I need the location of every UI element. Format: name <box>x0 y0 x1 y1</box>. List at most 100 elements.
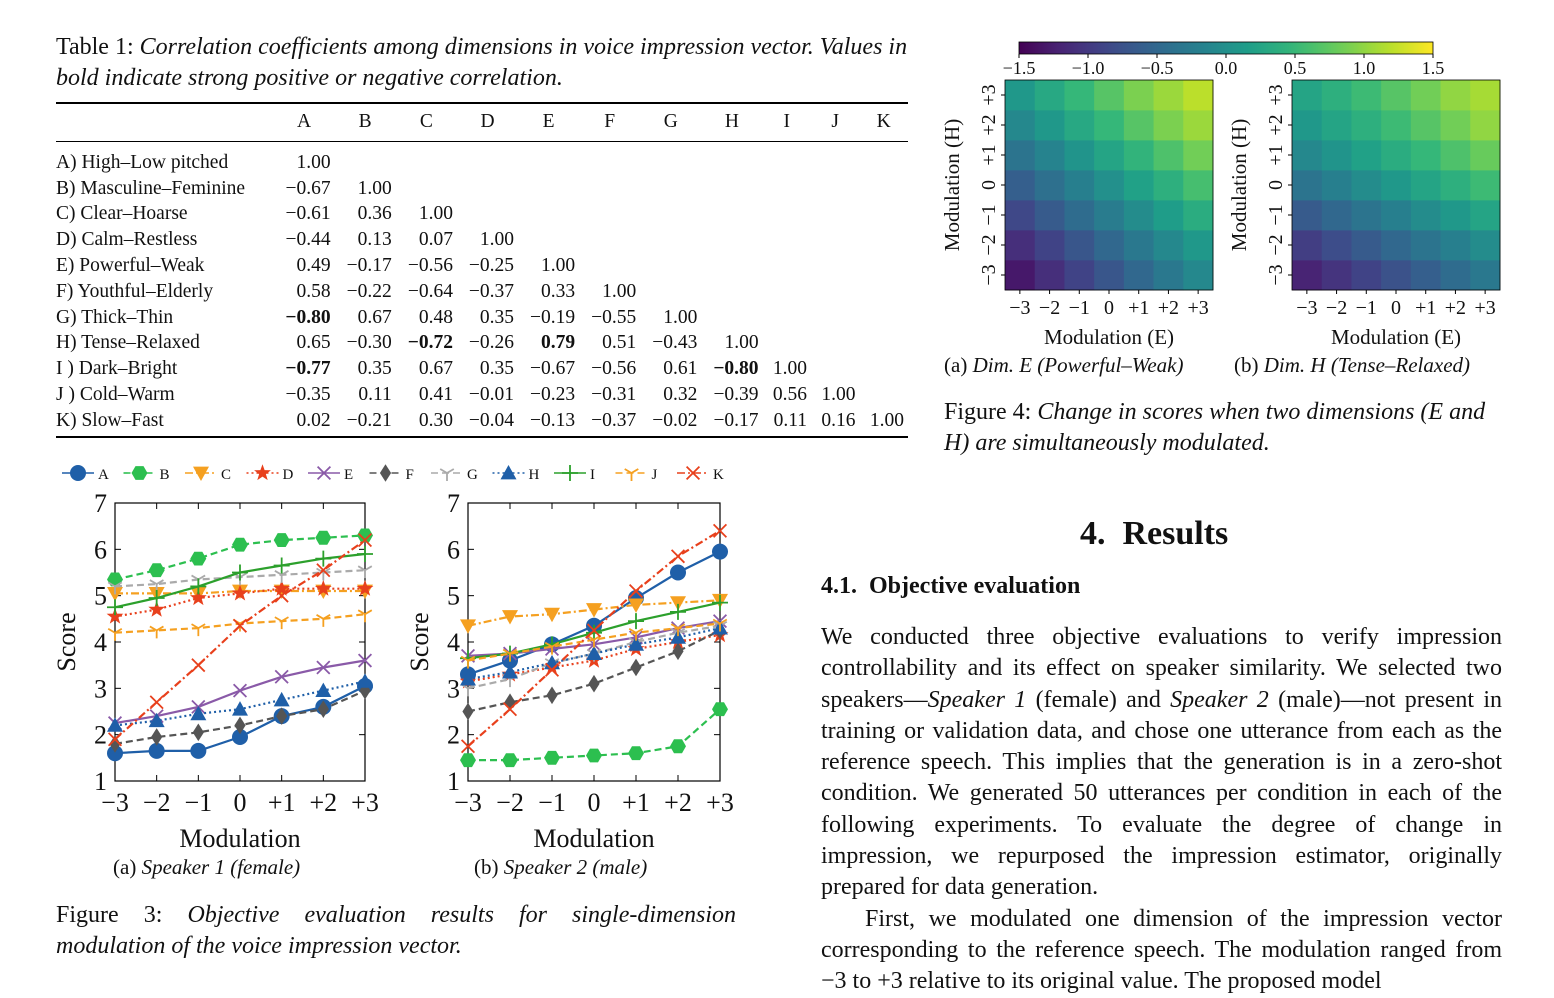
figure4-subcaption-a: (a) Dim. E (Powerful–Weak) <box>944 353 1184 377</box>
data-point <box>460 753 476 768</box>
data-point <box>274 669 289 684</box>
data-point <box>274 588 289 603</box>
heatmap-cell <box>1410 170 1441 201</box>
data-point <box>190 742 207 759</box>
heatmap-cell <box>1351 200 1382 231</box>
heatmap-cell <box>1440 110 1471 141</box>
heatmap-cell <box>1005 170 1036 201</box>
data-point <box>712 543 728 560</box>
y-tick-label: −3 <box>978 264 1000 285</box>
table-row: I ) Dark–Bright −0.77 0.35 0.67 0.35 −0.67 −0.… <box>56 356 908 382</box>
heatmap-cell <box>1064 140 1095 171</box>
table-cell: 0.67 <box>418 358 453 380</box>
table-cell: 0.11 <box>773 409 807 431</box>
heatmap-cell <box>1440 230 1471 261</box>
data-point <box>357 673 373 688</box>
heatmap-cell <box>1034 260 1065 291</box>
table-cell <box>701 227 762 253</box>
heatmap-cell <box>1123 140 1154 171</box>
heatmap-cell <box>1123 260 1154 291</box>
data-point <box>670 623 686 637</box>
legend-item-h: H <box>492 465 540 483</box>
x-tick-label: −3 <box>101 788 129 817</box>
heatmap-cell <box>1292 200 1323 231</box>
x-tick-label: −2 <box>496 788 524 817</box>
data-point <box>107 745 123 762</box>
heatmap-cell <box>1381 230 1412 261</box>
data-point <box>148 600 165 617</box>
legend-item-b: B <box>123 466 170 483</box>
table-cell <box>763 227 811 253</box>
x-tick-label: −1 <box>184 788 212 817</box>
table-caption-text: Correlation coefficients among dimension… <box>56 34 908 91</box>
data-point <box>460 655 476 669</box>
data-point <box>273 557 290 574</box>
heatmap-a: −3 −2 −1 0 +1 +2 +3 −3 −2 −1 0 +1 +2 +3 Modulation (E)… <box>940 79 1214 349</box>
y-tick-label: +1 <box>1265 144 1287 165</box>
legend-label: I <box>590 467 595 483</box>
table-header-f: F <box>604 111 616 132</box>
data-point <box>232 701 248 716</box>
legend-label: G <box>467 467 478 483</box>
x-tick-label: −1 <box>1356 297 1377 319</box>
table-cell <box>859 253 908 279</box>
data-point <box>670 629 686 644</box>
table-cell <box>859 142 908 176</box>
table-cell: −0.37 <box>468 280 515 302</box>
series-b <box>460 702 728 768</box>
data-point <box>586 624 602 641</box>
heatmap-cell <box>1440 140 1471 171</box>
series-k <box>107 533 373 747</box>
data-point <box>502 648 518 662</box>
data-point <box>357 609 373 623</box>
data-point <box>588 674 600 693</box>
heatmap-cell <box>1351 170 1382 201</box>
colorbar-tick-label: 1.5 <box>1422 58 1445 78</box>
table-caption: Table 1: Correlation coefficients among … <box>56 32 916 94</box>
heatmap-cell <box>1094 230 1125 261</box>
table-cell: −0.61 <box>285 203 331 225</box>
x-tick-label: −3 <box>1009 297 1030 319</box>
table-cell <box>579 142 640 176</box>
heatmap-cell <box>1123 110 1154 141</box>
heatmap-cell <box>1123 80 1154 111</box>
table-cell: 0.13 <box>357 229 392 251</box>
x-tick-label: +1 <box>622 788 650 817</box>
heatmap-cell <box>1321 200 1352 231</box>
heatmap-cell <box>1351 80 1382 111</box>
table-header-g: G <box>663 111 678 132</box>
table-cell <box>763 279 811 305</box>
table-cell: −0.21 <box>346 409 392 431</box>
table-cell <box>859 202 908 228</box>
y-tick-label: 1 <box>447 767 460 796</box>
table-cell <box>640 142 701 176</box>
data-point <box>315 579 332 596</box>
data-point <box>232 564 248 581</box>
table-cell: 0.67 <box>357 306 392 328</box>
y-tick-label: +1 <box>978 144 1000 165</box>
table-header-row: A B C D E F G H I J K <box>56 103 908 142</box>
heatmap-cell <box>1094 80 1125 111</box>
data-point <box>586 645 602 660</box>
data-point <box>586 623 602 638</box>
table-cell: −0.01 <box>468 384 515 406</box>
table-cell <box>859 356 908 382</box>
data-point <box>273 691 290 707</box>
heatmap-cell <box>1292 80 1323 111</box>
data-point <box>670 564 686 581</box>
heatmap-b: −3 −2 −1 0 +1 +2 +3 −3 −2 −1 0 +1 +2 +3 Modulation (E)… <box>1227 79 1501 349</box>
heatmap-cell <box>1153 230 1184 261</box>
table-cell: −0.13 <box>530 409 576 431</box>
data-point <box>357 653 373 668</box>
table-cell: 0.30 <box>418 409 453 431</box>
heatmap-cell <box>1321 140 1352 171</box>
heatmap-cell <box>1292 110 1323 141</box>
x-tick-label: −1 <box>1069 297 1090 319</box>
table-row: G) Thick–Thin −0.80 0.67 0.48 0.35 −0.19 −0.55… <box>56 305 908 331</box>
table-cell: 0.35 <box>479 306 515 328</box>
y-tick-label: 3 <box>447 674 460 703</box>
table-cell: 0.65 <box>296 332 331 354</box>
paragraph-1: We conducted three objective evaluations… <box>821 624 1503 901</box>
row-label: K) Slow–Fast <box>56 409 164 431</box>
